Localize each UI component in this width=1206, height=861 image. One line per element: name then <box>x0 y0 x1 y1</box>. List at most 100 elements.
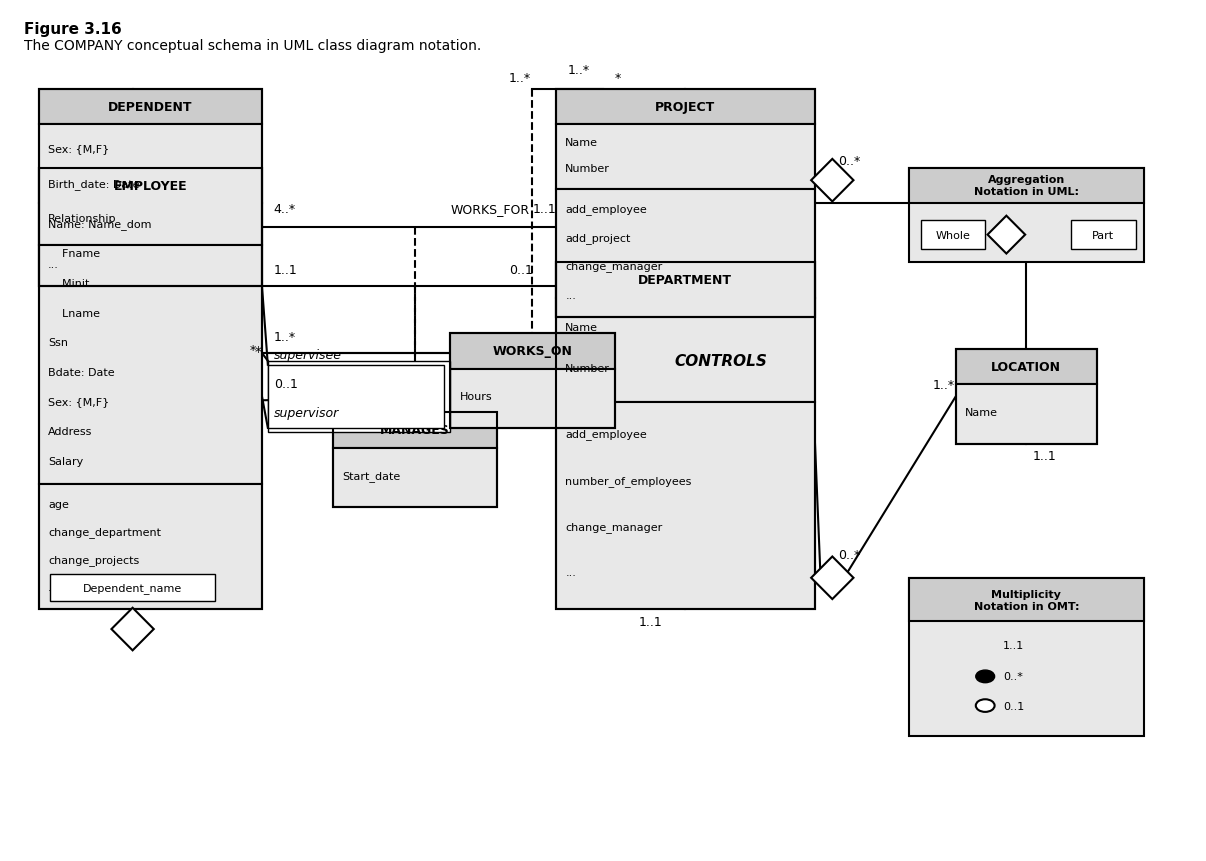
Text: Minit: Minit <box>48 279 89 288</box>
Text: Fname: Fname <box>48 249 100 259</box>
Bar <box>39 485 262 610</box>
Text: CONTROLS: CONTROLS <box>674 353 767 369</box>
Text: 1..1: 1..1 <box>1032 450 1056 463</box>
Text: 1..*: 1..* <box>932 379 954 392</box>
Text: Hours: Hours <box>459 392 492 402</box>
Bar <box>556 263 815 610</box>
Text: Figure 3.16: Figure 3.16 <box>24 22 122 36</box>
Text: Number: Number <box>566 364 610 374</box>
Text: 1..1: 1..1 <box>638 616 662 629</box>
Bar <box>956 350 1097 444</box>
Bar <box>333 448 497 507</box>
Text: WORKS_ON: WORKS_ON <box>492 345 573 358</box>
Text: 0..1: 0..1 <box>274 375 298 387</box>
Text: add_employee: add_employee <box>566 204 648 215</box>
Polygon shape <box>812 557 854 599</box>
Text: Relationship: Relationship <box>48 214 117 224</box>
Circle shape <box>976 699 995 712</box>
Bar <box>909 578 1144 622</box>
Text: 0..1: 0..1 <box>1003 701 1024 710</box>
Bar <box>909 578 1144 735</box>
Text: Sex: {M,F}: Sex: {M,F} <box>48 397 110 407</box>
Text: Part: Part <box>1093 231 1114 240</box>
Text: Name: Name <box>566 138 598 148</box>
Text: DEPENDENT: DEPENDENT <box>109 101 193 114</box>
Text: Address: Address <box>48 426 93 437</box>
Text: WORKS_FOR: WORKS_FOR <box>450 202 529 215</box>
Text: *: * <box>250 344 256 356</box>
Bar <box>909 169 1144 263</box>
Text: supervisor: supervisor <box>274 406 339 419</box>
Text: 1..*: 1..* <box>568 64 590 77</box>
Bar <box>920 221 985 250</box>
Text: change_department: change_department <box>48 526 160 537</box>
Text: 0..*: 0..* <box>838 155 860 168</box>
Text: Name: Name_dom: Name: Name_dom <box>48 219 152 230</box>
Text: EMPLOYEE: EMPLOYEE <box>113 180 187 193</box>
Polygon shape <box>812 159 854 202</box>
Text: 0..1: 0..1 <box>274 378 298 391</box>
Bar <box>450 334 615 369</box>
Text: ...: ... <box>48 260 59 270</box>
Text: Name: Name <box>965 407 999 418</box>
Text: ...: ... <box>566 290 576 300</box>
Text: change_manager: change_manager <box>566 521 662 532</box>
Text: Aggregation
Notation in UML:: Aggregation Notation in UML: <box>974 175 1079 196</box>
Bar <box>450 369 615 429</box>
Bar <box>556 125 815 189</box>
Text: The COMPANY conceptual schema in UML class diagram notation.: The COMPANY conceptual schema in UML cla… <box>24 39 481 53</box>
Bar <box>556 189 815 318</box>
Bar <box>268 362 450 432</box>
Text: Ssn: Ssn <box>48 338 68 348</box>
Text: Number: Number <box>566 164 610 174</box>
Text: Whole: Whole <box>936 231 971 240</box>
Bar <box>333 412 497 448</box>
Bar <box>39 204 262 485</box>
Text: number_of_employees: number_of_employees <box>566 475 692 486</box>
Text: Start_date: Start_date <box>343 470 400 481</box>
Text: add_project: add_project <box>566 232 631 244</box>
Text: 1..1: 1..1 <box>532 202 556 215</box>
Text: ...: ... <box>566 567 576 578</box>
Text: PROJECT: PROJECT <box>655 101 715 114</box>
Bar <box>333 412 497 507</box>
Bar <box>39 90 262 287</box>
Text: Multiplicity
Notation in OMT:: Multiplicity Notation in OMT: <box>973 590 1079 611</box>
Text: supervisee: supervisee <box>274 349 341 362</box>
Text: ...: ... <box>48 582 59 592</box>
Bar <box>268 365 444 429</box>
Polygon shape <box>988 216 1025 254</box>
Bar <box>909 169 1144 204</box>
Text: 0..1: 0..1 <box>509 264 533 277</box>
Text: 1..1: 1..1 <box>274 264 298 277</box>
Text: LOCATION: LOCATION <box>991 361 1061 374</box>
Polygon shape <box>111 608 154 651</box>
Text: 0..*: 0..* <box>838 548 860 561</box>
Bar <box>956 350 1097 385</box>
Text: add_employee: add_employee <box>566 429 648 440</box>
Bar <box>556 402 815 610</box>
Text: Name: Name <box>566 322 598 332</box>
Bar <box>39 90 262 125</box>
Text: Bdate: Date: Bdate: Date <box>48 368 115 377</box>
Bar <box>450 334 615 429</box>
Text: 1..*: 1..* <box>509 71 531 84</box>
Bar <box>39 125 262 246</box>
Text: *: * <box>615 71 621 84</box>
Bar <box>556 90 815 318</box>
Bar <box>39 169 262 610</box>
Text: change_projects: change_projects <box>48 554 139 565</box>
Bar <box>1071 221 1136 250</box>
Text: MANAGES: MANAGES <box>380 424 450 437</box>
Bar <box>556 299 815 402</box>
Text: change_manager: change_manager <box>566 261 662 272</box>
Text: supervisor: supervisor <box>274 414 339 427</box>
Text: 1..*: 1..* <box>274 331 295 344</box>
Text: DEPARTMENT: DEPARTMENT <box>638 274 732 287</box>
Text: 4..*: 4..* <box>274 202 295 215</box>
Text: age: age <box>48 499 69 509</box>
Circle shape <box>976 671 995 683</box>
Bar <box>556 263 815 299</box>
Bar <box>51 574 215 602</box>
Bar <box>956 385 1097 444</box>
